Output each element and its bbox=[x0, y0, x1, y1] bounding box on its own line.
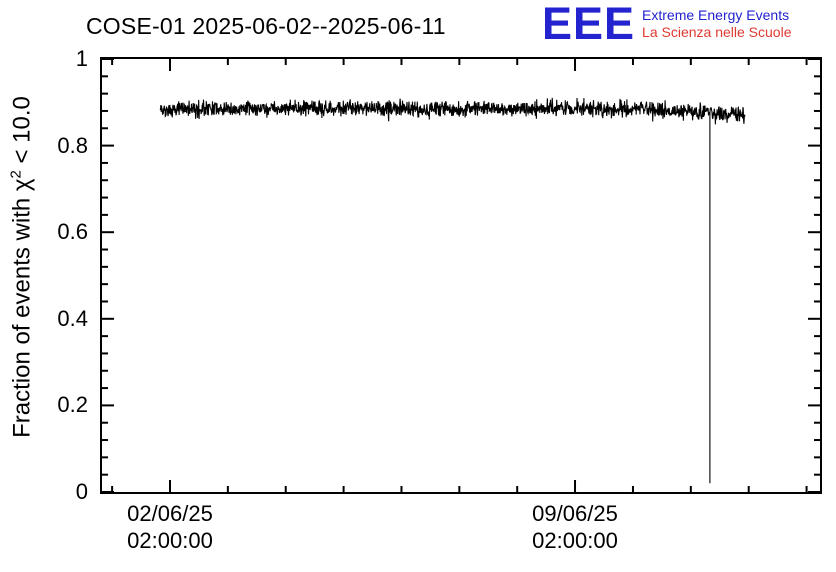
data-series-line bbox=[159, 97, 746, 484]
x-tick-label-mid: 09/06/25 02:00:00 bbox=[532, 500, 618, 554]
y-tick-label-0-8: 0.8 bbox=[57, 133, 88, 158]
x-tick-date: 02/06/25 bbox=[127, 501, 213, 526]
chart-title: COSE-01 2025-06-02--2025-06-11 bbox=[86, 13, 446, 39]
x-tick-time: 02:00:00 bbox=[127, 528, 213, 553]
chi-symbol: χ bbox=[8, 178, 36, 192]
y-axis-title: Fraction of events with χ2 < 10.0 bbox=[8, 96, 37, 438]
x-tick-label-start: 02/06/25 02:00:00 bbox=[127, 500, 213, 554]
chart-plot-svg bbox=[102, 59, 820, 492]
eee-logo: EEE Extreme Energy Events La Scienza nel… bbox=[542, 0, 791, 49]
eee-logo-text: Extreme Energy Events La Scienza nelle S… bbox=[642, 7, 791, 41]
y-tick-label-0-2: 0.2 bbox=[57, 392, 88, 417]
y-axis-title-suffix: < 10.0 bbox=[8, 96, 36, 171]
y-tick-label-1: 1 bbox=[75, 46, 88, 71]
eee-logo-acronym: EEE bbox=[542, 0, 636, 49]
x-tick-date: 09/06/25 bbox=[532, 501, 618, 526]
chi-exponent: 2 bbox=[7, 170, 25, 179]
y-tick-label-0: 0 bbox=[75, 479, 88, 504]
plot-frame bbox=[100, 57, 822, 494]
y-tick-label-0-4: 0.4 bbox=[57, 306, 88, 331]
logo-line2: La Scienza nelle Scuole bbox=[642, 24, 792, 40]
logo-line1: Extreme Energy Events bbox=[642, 7, 790, 23]
x-tick-time: 02:00:00 bbox=[532, 528, 618, 553]
y-tick-label-0-6: 0.6 bbox=[57, 219, 88, 244]
y-axis-title-prefix: Fraction of events with bbox=[8, 191, 36, 438]
